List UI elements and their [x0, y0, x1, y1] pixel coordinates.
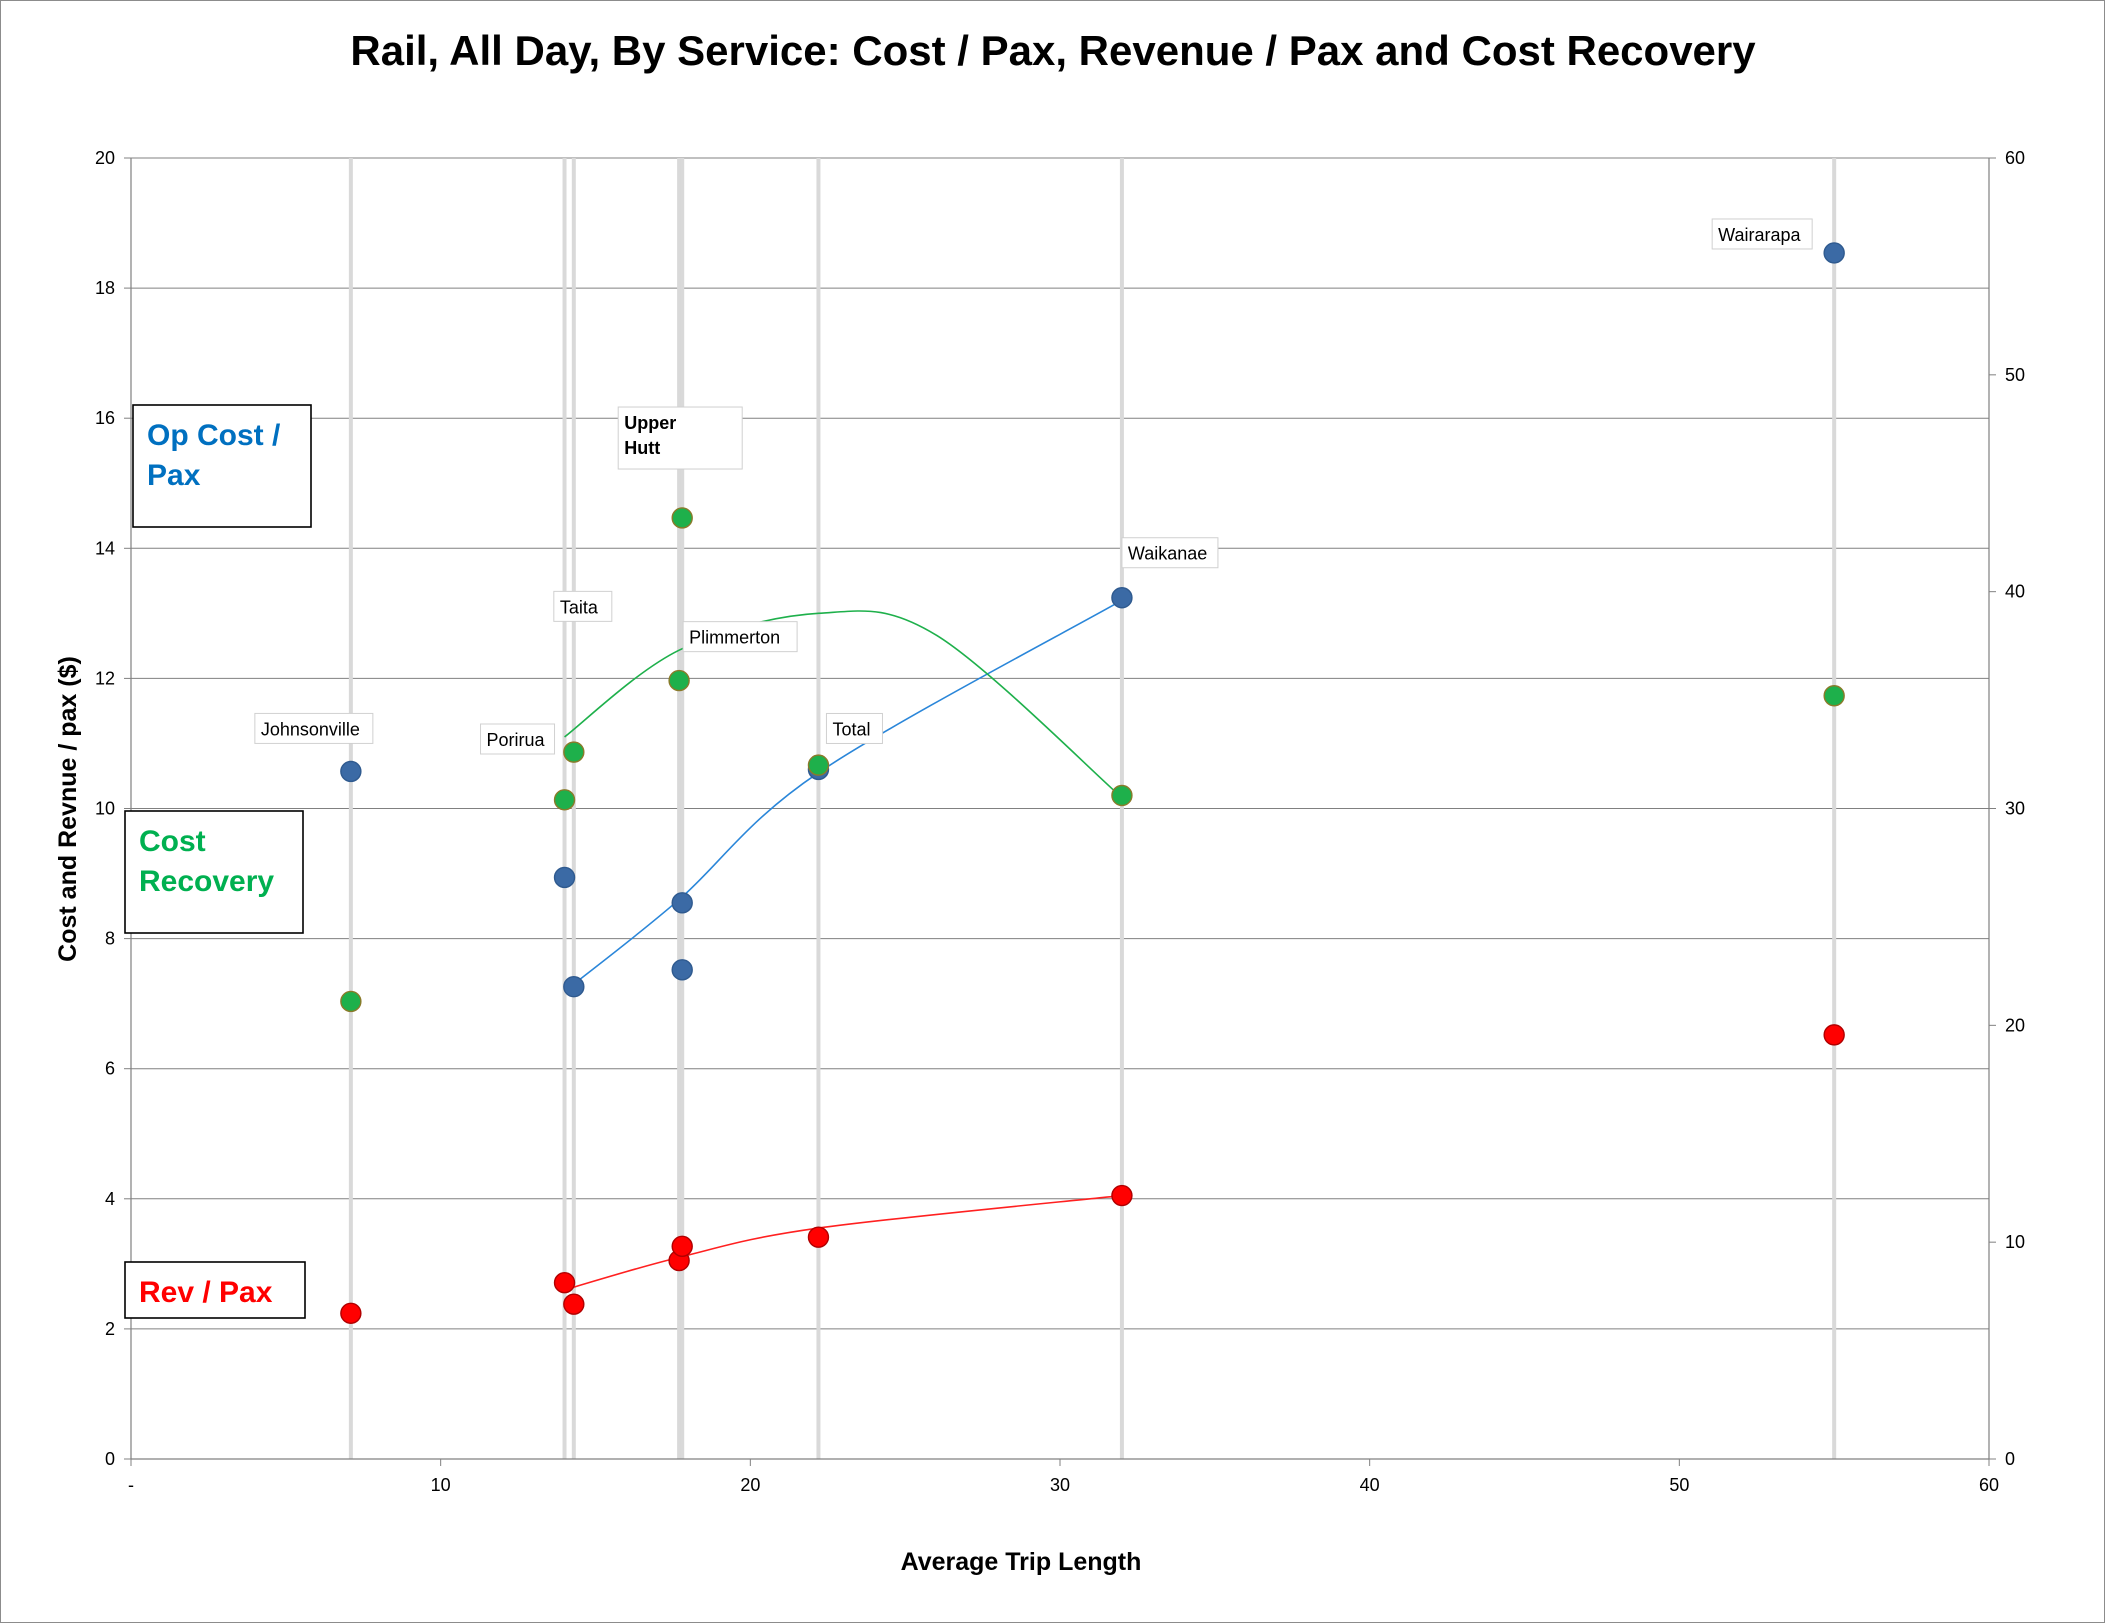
y-tick-label: 2 — [105, 1319, 115, 1339]
trendline — [564, 610, 1123, 799]
point-label: Plimmerton — [689, 628, 780, 648]
rev-label-box — [124, 1261, 306, 1319]
cost-recovery-point — [340, 990, 362, 1013]
point-label: Waikanae — [1128, 544, 1207, 564]
point-label-box — [825, 712, 883, 744]
y2-tick-label: 40 — [2005, 582, 2025, 602]
op-cost-point — [671, 959, 693, 981]
trendline — [573, 599, 1123, 985]
y-axis-title: Cost and Revnue / pax ($) — [54, 656, 82, 962]
rev-point — [807, 1226, 830, 1248]
y-tick-label: 12 — [95, 668, 115, 688]
rev-point — [1111, 1184, 1133, 1207]
y2-tick-label: 30 — [2005, 799, 2025, 819]
x-axis-title: Average Trip Length — [901, 1548, 1142, 1576]
op-cost-point — [671, 892, 693, 914]
cost-recovery-point — [553, 789, 576, 811]
cost-recovery-label-box-text: Cost — [139, 825, 206, 858]
point-label-box — [553, 590, 613, 622]
point-labels: Johnsonville Porirua Taita Upper Hutt Plimmer… — [254, 218, 1813, 755]
x-tick-label: 20 — [740, 1475, 760, 1495]
op-cost-point — [1823, 242, 1845, 264]
op-cost-label-box-text: Pax — [147, 459, 201, 492]
y-tick-label: 18 — [95, 278, 115, 298]
point-label: Upper — [624, 413, 676, 433]
x-tick-label: 10 — [431, 1475, 451, 1495]
point-label: Total — [832, 719, 870, 739]
point-label: Hutt — [624, 438, 660, 458]
point-label-box — [1121, 537, 1219, 569]
point-label: Taita — [560, 597, 599, 617]
series-label-boxes: Op Cost / Pax Cost Recovery Rev / Pax — [124, 404, 312, 1319]
x-tick-label: - — [128, 1475, 134, 1495]
cost-recovery-point — [807, 754, 830, 776]
rev-point — [671, 1235, 693, 1257]
op-cost-label-box-text: Op Cost / — [147, 419, 281, 452]
point-label: Johnsonville — [261, 719, 360, 739]
rev-point — [1823, 1024, 1845, 1046]
point-label-box — [480, 723, 556, 755]
rev-point — [553, 1272, 576, 1294]
y-tick-label: 20 — [95, 148, 115, 168]
rev-label-box-text: Rev / Pax — [139, 1276, 273, 1309]
op-cost-label-box — [132, 404, 312, 528]
y2-tick-label: 50 — [2005, 365, 2025, 385]
chart-title: Rail, All Day, By Service: Cost / Pax, R… — [350, 27, 1756, 74]
cost-recovery-label-box-text: Recovery — [139, 865, 274, 898]
x-tick-label: 50 — [1669, 1475, 1689, 1495]
cost-recovery-point — [563, 741, 585, 763]
cost-recovery-point — [1823, 685, 1845, 707]
rev-point — [340, 1302, 362, 1324]
y-tick-label: 14 — [95, 538, 115, 558]
point-label-box — [682, 621, 798, 653]
trendlines — [564, 599, 1123, 1291]
y-tick-label: 10 — [95, 799, 115, 819]
point-label-box — [617, 406, 743, 470]
data-markers — [340, 242, 1845, 1324]
gridlines — [131, 157, 1989, 1330]
x-tick-label: 30 — [1050, 1475, 1070, 1495]
cost-recovery-point — [671, 507, 693, 529]
point-label: Wairarapa — [1718, 225, 1801, 245]
y-tick-label: 16 — [95, 408, 115, 428]
x-tick-label: 40 — [1360, 1475, 1380, 1495]
cost-recovery-label-box — [124, 810, 304, 934]
cost-recovery-point — [668, 669, 690, 692]
trendline — [564, 1194, 1123, 1291]
y2-tick-label: 20 — [2005, 1015, 2025, 1035]
y2-tick-label: 0 — [2005, 1449, 2015, 1469]
x-tick-label: 60 — [1979, 1475, 1999, 1495]
axes: 0 2 4 6 8 10 12 14 16 18 20 0 10 20 30 40 50 60 - 10 20 30 40 5… — [95, 148, 2025, 1495]
op-cost-point — [1111, 587, 1133, 609]
point-label-box — [254, 712, 374, 744]
y2-tick-label: 10 — [2005, 1232, 2025, 1252]
cost-recovery-point — [1111, 784, 1133, 807]
point-label: Porirua — [487, 730, 546, 750]
point-label-box — [1711, 218, 1813, 250]
y-tick-label: 6 — [105, 1059, 115, 1079]
y-tick-label: 4 — [105, 1189, 115, 1209]
op-cost-point — [340, 760, 362, 783]
y-tick-label: 8 — [105, 929, 115, 949]
y2-tick-label: 60 — [2005, 148, 2025, 168]
op-cost-point — [553, 866, 576, 889]
rev-point — [563, 1293, 585, 1315]
op-cost-point — [563, 976, 585, 998]
y-tick-label: 0 — [105, 1449, 115, 1469]
